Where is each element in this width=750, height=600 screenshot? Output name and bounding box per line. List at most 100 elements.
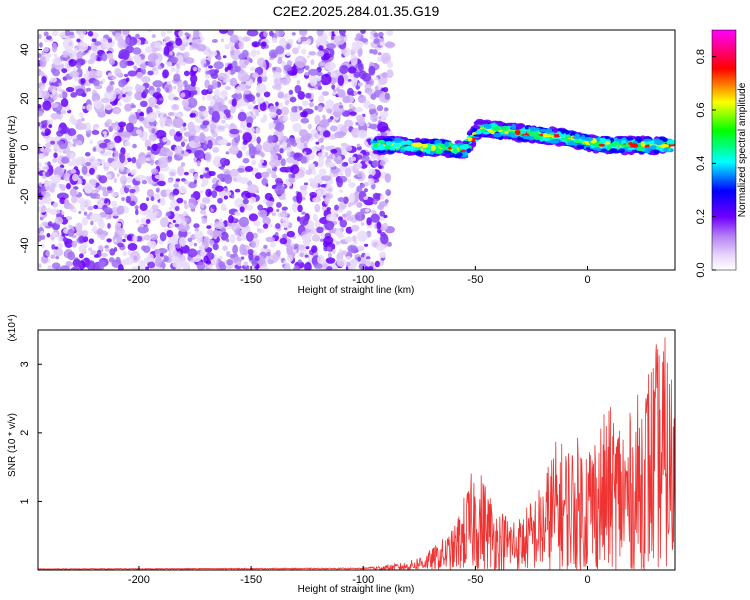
noise-blob (108, 57, 116, 66)
noise-blob (135, 71, 144, 79)
noise-blob (201, 217, 208, 224)
noise-blob (75, 122, 87, 131)
signal-blob (527, 136, 536, 141)
noise-blob (212, 177, 217, 184)
noise-blob (217, 139, 224, 145)
noise-blob (122, 89, 127, 94)
noise-blob (336, 258, 348, 267)
noise-blob (297, 45, 301, 50)
noise-blob (246, 122, 252, 128)
noise-blob (269, 223, 273, 228)
signal-blob (462, 140, 468, 144)
noise-blob (356, 145, 362, 151)
noise-blob (147, 52, 159, 63)
noise-blob (174, 205, 180, 212)
noise-blob (377, 229, 382, 234)
noise-blob (168, 243, 176, 252)
noise-blob (112, 234, 123, 245)
noise-blob (324, 220, 335, 231)
noise-blob (309, 191, 318, 198)
noise-blob (265, 200, 274, 207)
noise-blob (308, 163, 315, 171)
noise-blob (229, 77, 238, 87)
noise-blob (341, 250, 348, 256)
noise-blob (238, 40, 244, 50)
noise-blob (41, 75, 47, 84)
noise-blob (282, 115, 289, 122)
noise-blob (379, 41, 386, 47)
noise-blob (356, 154, 363, 160)
noise-blob (97, 219, 103, 226)
noise-blob (370, 113, 378, 123)
noise-blob (137, 84, 146, 91)
noise-blob (38, 182, 43, 188)
noise-blob (168, 128, 176, 137)
noise-blob (104, 103, 113, 111)
signal-blob (416, 150, 423, 156)
noise-blob (72, 135, 77, 140)
noise-blob (117, 38, 126, 49)
noise-blob (124, 103, 133, 112)
noise-blob (266, 206, 274, 213)
noise-blob (57, 127, 62, 131)
noise-blob (344, 236, 354, 243)
noise-blob (232, 244, 239, 255)
noise-blob (92, 79, 100, 87)
noise-blob (149, 240, 157, 249)
noise-blob (79, 112, 84, 118)
noise-blob (300, 117, 310, 124)
noise-blob (328, 31, 332, 37)
noise-blob (331, 84, 336, 90)
noise-blob (66, 142, 74, 148)
noise-blob (327, 252, 333, 259)
noise-blob (130, 104, 136, 109)
snr-multiplier: (x10⁴) (7, 314, 18, 341)
noise-blob (338, 201, 347, 210)
noise-blob (318, 45, 324, 51)
noise-blob (357, 245, 365, 251)
noise-blob (277, 102, 283, 109)
noise-blob (337, 155, 342, 161)
noise-blob (323, 52, 331, 60)
noise-blob (343, 35, 348, 42)
noise-blob (238, 53, 247, 60)
noise-blob (141, 179, 148, 185)
noise-blob (374, 76, 379, 81)
noise-blob (311, 245, 318, 253)
noise-blob (207, 264, 213, 269)
noise-blob (159, 252, 164, 257)
noise-blob (288, 173, 293, 179)
noise-blob (284, 99, 290, 106)
signal-blob (546, 128, 553, 134)
noise-blob (109, 30, 116, 33)
noise-blob (247, 184, 259, 194)
signal-blob (604, 141, 611, 145)
signal-blob (620, 140, 627, 144)
signal-blob (565, 139, 571, 143)
noise-blob (69, 59, 74, 64)
noise-blob (261, 177, 268, 186)
noise-blob (275, 30, 285, 38)
noise-blob (238, 36, 244, 42)
noise-blob (192, 66, 198, 72)
noise-blob (159, 231, 167, 242)
noise-blob (229, 105, 236, 114)
noise-blob (242, 132, 253, 143)
noise-blob (312, 213, 318, 222)
noise-blob (302, 100, 309, 107)
noise-blob (93, 204, 98, 210)
noise-blob (207, 53, 213, 60)
noise-blob (244, 94, 249, 99)
noise-blob (175, 68, 180, 74)
noise-blob (165, 42, 173, 47)
noise-blob (106, 238, 112, 243)
noise-blob (320, 145, 325, 151)
noise-blob (319, 238, 325, 242)
noise-blob (350, 156, 357, 162)
noise-blob (379, 251, 387, 259)
noise-blob (299, 62, 306, 68)
noise-blob (180, 92, 186, 98)
noise-blob (267, 258, 275, 265)
noise-blob (112, 147, 116, 152)
noise-blob (356, 185, 363, 192)
